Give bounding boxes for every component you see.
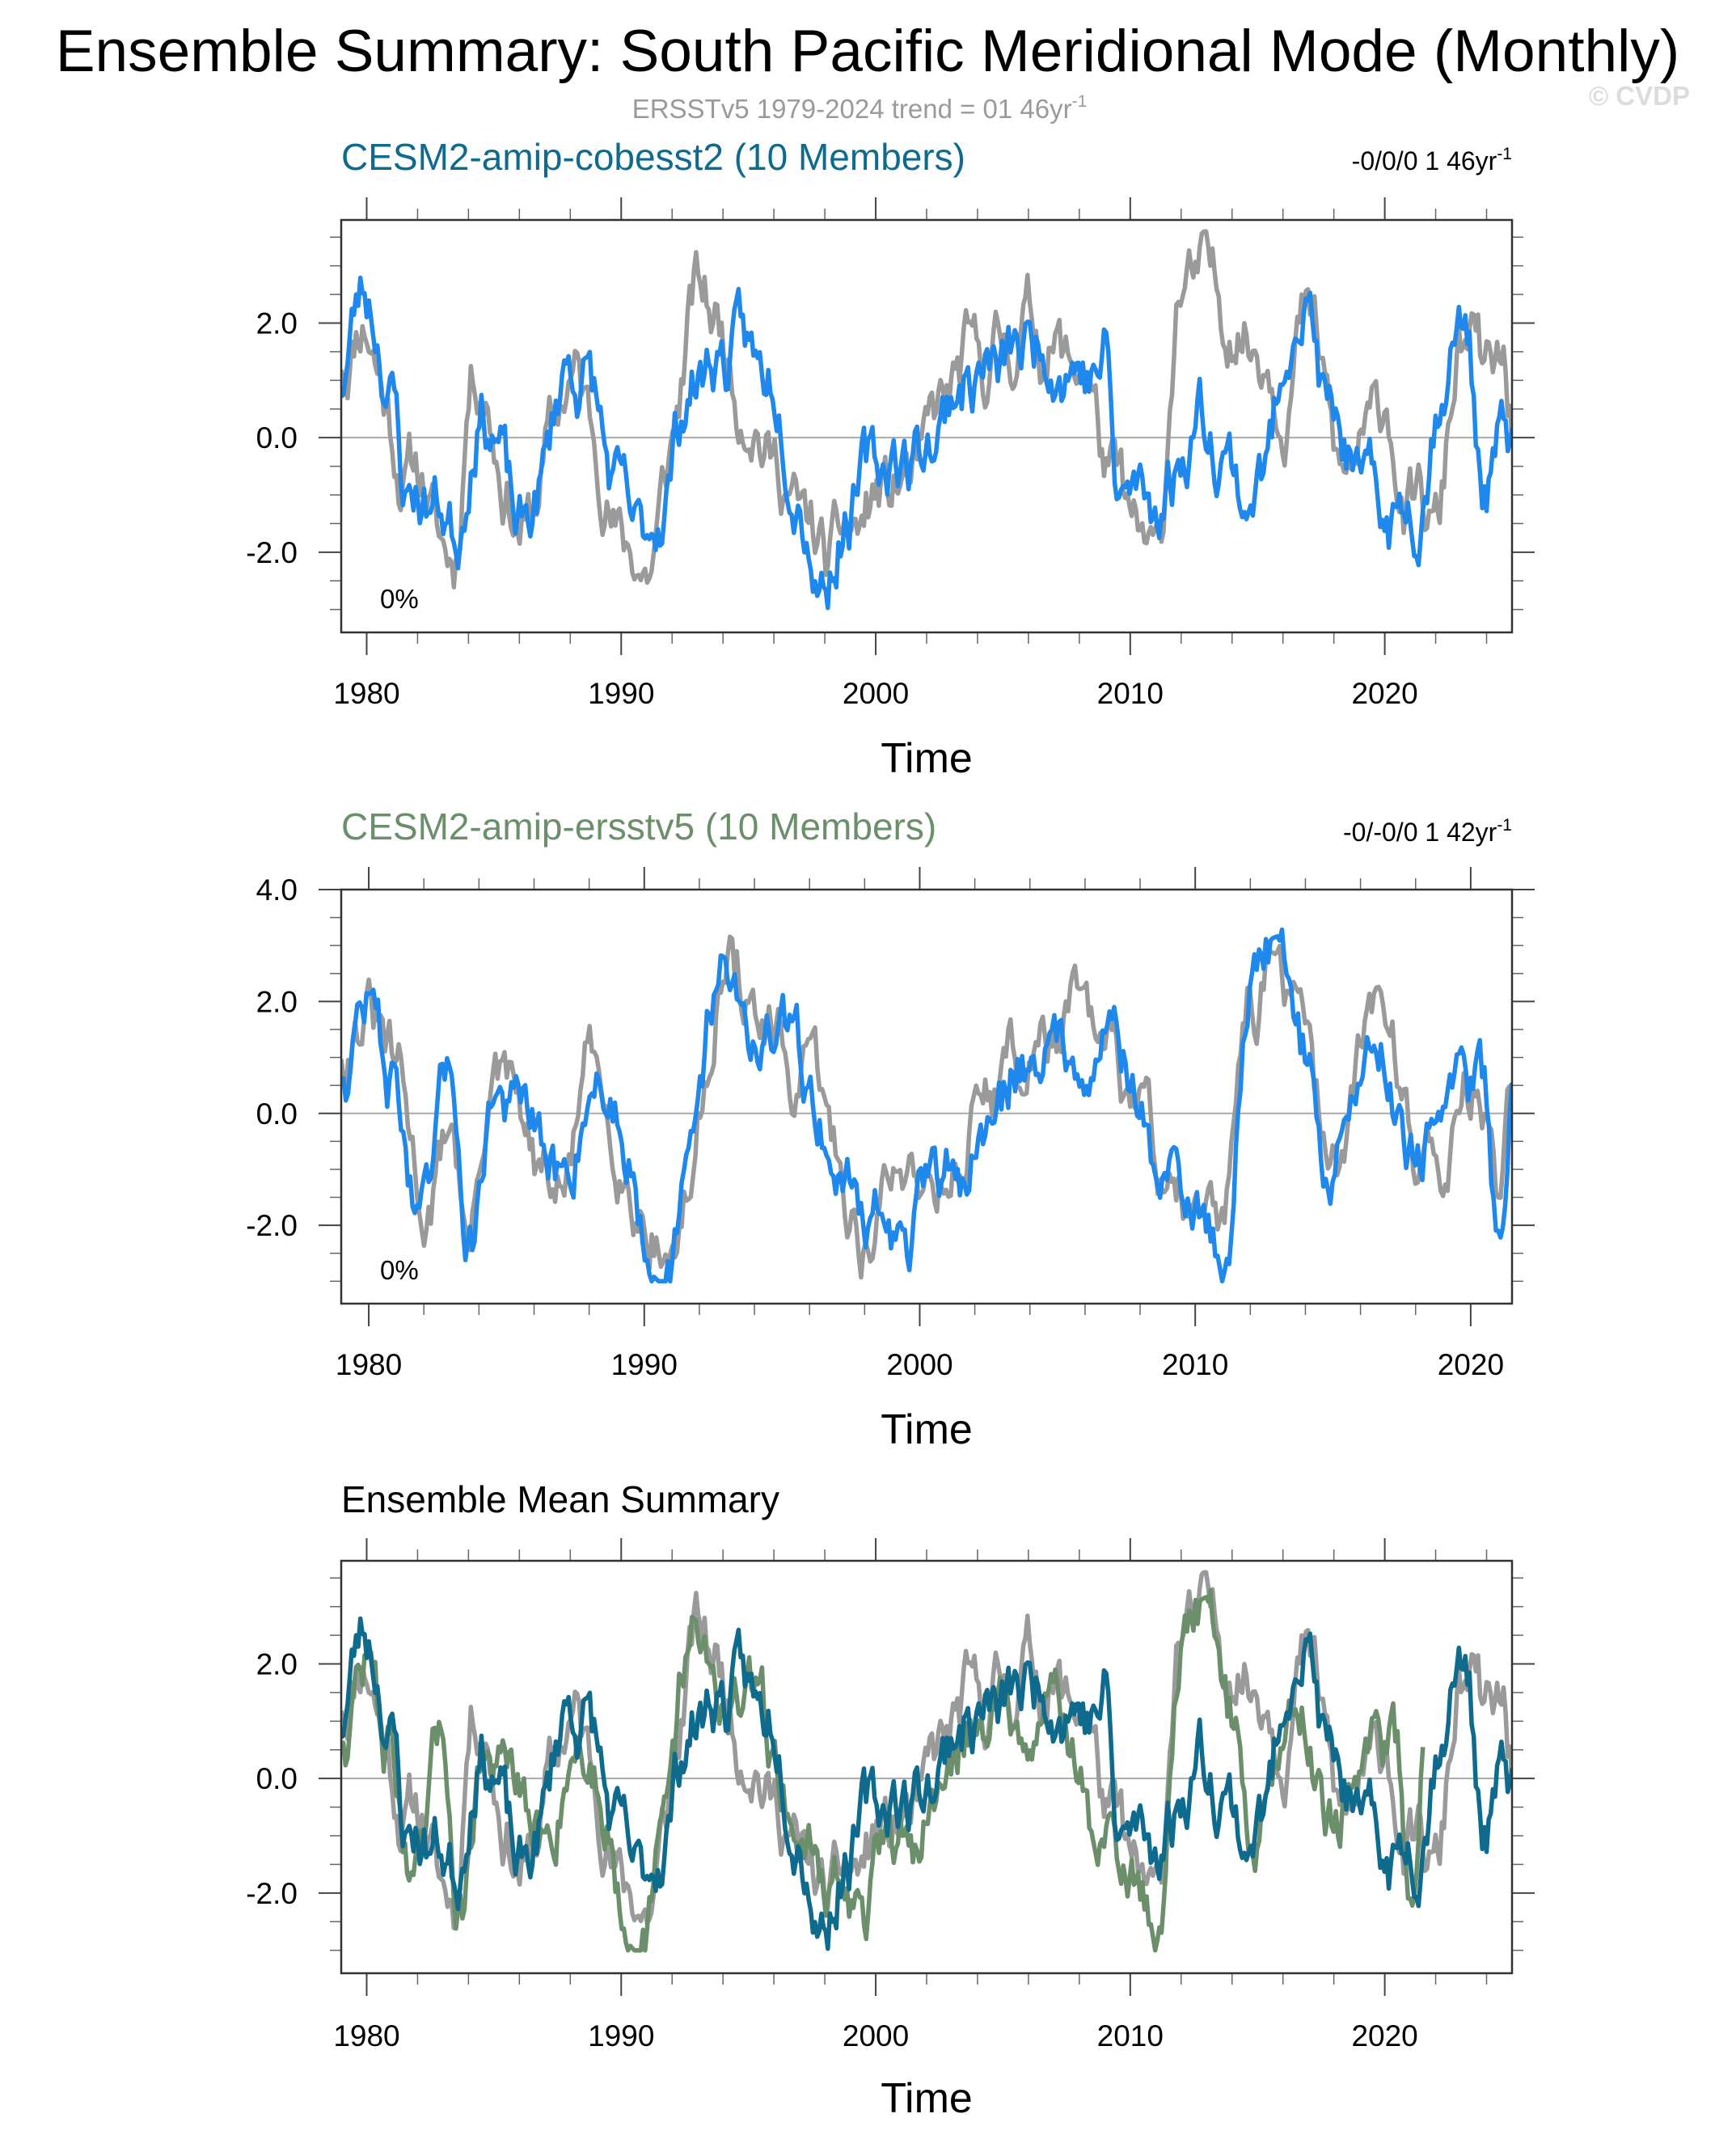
y-tick-label: 0.0 xyxy=(256,1097,298,1131)
figure-title: Ensemble Summary: South Pacific Meridion… xyxy=(56,19,1679,84)
cvdp-watermark: © CVDP xyxy=(1589,81,1690,111)
x-tick-label: 2010 xyxy=(1162,1348,1228,1381)
x-tick-label: 1990 xyxy=(611,1348,678,1381)
figure-subtitle-sup: -1 xyxy=(1072,92,1088,111)
x-tick-label: 2020 xyxy=(1438,1348,1504,1381)
x-tick-label: 1990 xyxy=(588,2019,654,2052)
y-tick-label: 2.0 xyxy=(256,985,298,1018)
x-tick-label: 2000 xyxy=(886,1348,952,1381)
y-tick-label: 0.0 xyxy=(256,1762,298,1795)
x-axis-label: Time xyxy=(881,2075,973,2122)
trend-main: -0/0/0 1 46yr xyxy=(1352,146,1497,175)
x-tick-label: 2020 xyxy=(1351,2019,1417,2052)
x-tick-label: 1980 xyxy=(333,2019,399,2052)
chart-panel-1: CESM2-amip-cobesst2 (10 Members) -0/0/0 1… xyxy=(246,136,1535,782)
x-tick-label: 1980 xyxy=(333,677,399,710)
series-line-3 xyxy=(341,1616,1512,1951)
percent-label: 0% xyxy=(380,584,419,614)
x-tick-label: 2010 xyxy=(1097,677,1164,710)
series-line-2 xyxy=(341,927,1512,1284)
panel-title: CESM2-amip-cobesst2 (10 Members) xyxy=(341,136,965,178)
trend-sup: -1 xyxy=(1497,145,1512,163)
y-tick-label: 4.0 xyxy=(256,873,298,907)
y-tick-label: -2.0 xyxy=(246,1877,298,1910)
y-tick-label: -2.0 xyxy=(246,1209,298,1242)
y-tick-label: 2.0 xyxy=(256,1648,298,1681)
series-line-1 xyxy=(341,934,1512,1280)
chart-panel-2: CESM2-amip-ersstv5 (10 Members) -0/-0/0 1… xyxy=(246,805,1535,1453)
x-axis-label: Time xyxy=(881,735,973,782)
panel-title: Ensemble Mean Summary xyxy=(341,1478,779,1520)
series-group xyxy=(341,229,1512,611)
x-tick-label: 2020 xyxy=(1351,677,1417,710)
trend-main: -0/-0/0 1 42yr xyxy=(1343,818,1497,847)
y-tick-label: 2.0 xyxy=(256,307,298,340)
chart-panel-3: Ensemble Mean Summary -2.0 0.0 2.0 1980 1990 2… xyxy=(246,1478,1535,2122)
x-tick-label: 2000 xyxy=(843,2019,909,2052)
percent-label: 0% xyxy=(380,1255,419,1285)
x-tick-label: 2000 xyxy=(843,677,909,710)
panel-title: CESM2-amip-ersstv5 (10 Members) xyxy=(341,805,936,848)
figure-subtitle: ERSSTv5 1979-2024 trend = 01 46yr-1 xyxy=(632,92,1088,124)
figure-subtitle-main: ERSSTv5 1979-2024 trend = 01 46yr xyxy=(632,94,1072,124)
plot-frame xyxy=(340,218,1514,634)
series-line-2 xyxy=(341,275,1512,611)
series-group xyxy=(341,1570,1512,1953)
plot-frame xyxy=(340,1559,1514,1975)
x-axis-label: Time xyxy=(881,1406,973,1453)
y-tick-label: 0.0 xyxy=(256,421,298,454)
x-tick-label: 2010 xyxy=(1097,2019,1164,2052)
x-tick-label: 1990 xyxy=(588,677,654,710)
y-tick-label: -2.0 xyxy=(246,536,298,569)
trend-annotation: -0/0/0 1 46yr-1 xyxy=(1352,145,1512,175)
series-line-2 xyxy=(341,1587,1426,1953)
trend-sup: -1 xyxy=(1497,816,1512,835)
trend-annotation: -0/-0/0 1 42yr-1 xyxy=(1343,816,1512,847)
series-group xyxy=(341,927,1512,1284)
x-tick-label: 1980 xyxy=(336,1348,402,1381)
plot-frame xyxy=(340,888,1514,1305)
panels: CESM2-amip-cobesst2 (10 Members) -0/0/0 1… xyxy=(246,136,1535,2122)
